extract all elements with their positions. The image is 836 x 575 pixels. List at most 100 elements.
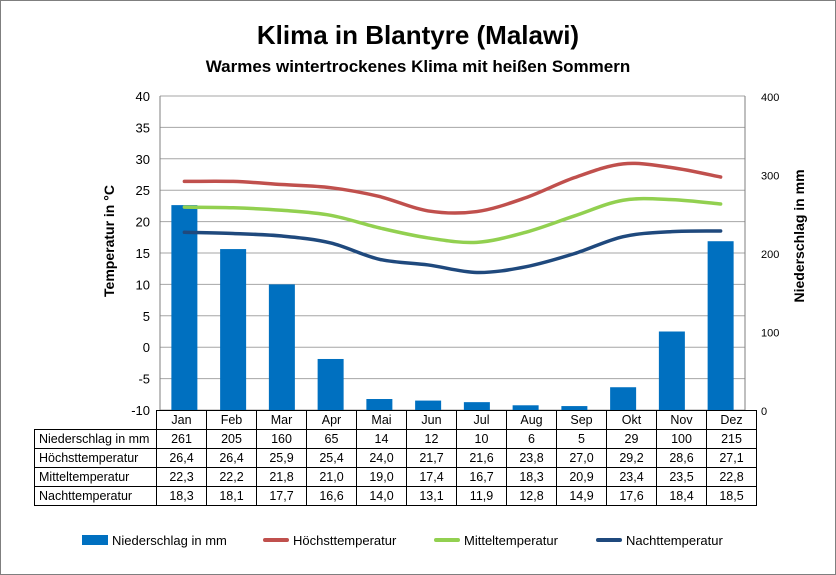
- table-cell: 16,6: [306, 486, 357, 506]
- table-cell: 24,0: [356, 448, 407, 468]
- y-axis-title-left: Temperatur in °C: [101, 185, 117, 297]
- y-tick-right: 100: [761, 328, 779, 340]
- table-row-mean: Mitteltemperatur 22,3 22,2 21,8 21,0 19,0 17,4…: [34, 467, 757, 487]
- table-cell: 22,2: [206, 467, 257, 487]
- table-cell: 17,7: [256, 486, 307, 506]
- y-tick-left: 15: [136, 246, 150, 261]
- table-cell: 23,8: [506, 448, 557, 468]
- legend-item-mean: Mitteltemperatur: [434, 531, 558, 549]
- table-cell: 22,8: [706, 467, 757, 487]
- bar-precip-jun: [415, 400, 442, 410]
- table-corner: [35, 411, 157, 430]
- legend-item-precip: Niederschlag in mm: [82, 531, 227, 549]
- legend: Niederschlag in mm Höchsttemperatur Mitt…: [0, 531, 836, 549]
- month-nov: Nov: [656, 410, 707, 430]
- month-dez: Dez: [706, 410, 757, 430]
- table-cell: 19,0: [356, 467, 407, 487]
- y-tick-right: 400: [761, 92, 779, 104]
- table-cell: 14,9: [556, 486, 607, 506]
- table-cell: 23,5: [656, 467, 707, 487]
- table-cell: 21,8: [256, 467, 307, 487]
- legend-label-mean: Mitteltemperatur: [464, 532, 558, 548]
- y-tick-left: 30: [136, 152, 150, 167]
- bar-precip-feb: [220, 249, 247, 410]
- table-cell: 26,4: [206, 448, 257, 468]
- grid-layer: [159, 95, 746, 411]
- table-cell: 18,4: [656, 486, 707, 506]
- tick-layer: 40 35 30 25 20 15 10 5 0 -5 -10 400 300 200 100 0: [131, 89, 779, 418]
- table-cell: 12: [406, 429, 457, 449]
- table-cell: 26,4: [156, 448, 207, 468]
- table-cell: 25,9: [256, 448, 307, 468]
- y-tick-left: 40: [136, 89, 150, 104]
- legend-label-max: Höchsttemperatur: [293, 532, 397, 548]
- bar-precip-sep: [561, 406, 588, 410]
- bar-precip-okt: [610, 387, 637, 410]
- table-cell: 21,0: [306, 467, 357, 487]
- table-cell: 5: [556, 429, 607, 449]
- legend-item-min: Nachttemperatur: [596, 531, 723, 549]
- y-tick-left: -10: [131, 403, 150, 418]
- legend-swatch-max: [263, 538, 289, 542]
- bar-precip-aug: [512, 405, 539, 410]
- month-sep: Sep: [556, 410, 607, 430]
- table-cell: 22,3: [156, 467, 207, 487]
- table-cell: 28,6: [656, 448, 707, 468]
- month-jan: Jan: [156, 410, 207, 430]
- table-cell: 100: [656, 429, 707, 449]
- table-cell: 18,3: [506, 467, 557, 487]
- table-cell: 27,0: [556, 448, 607, 468]
- table-cell: 12,8: [506, 486, 557, 506]
- table-cell: 25,4: [306, 448, 357, 468]
- bar-precip-mai: [366, 399, 393, 410]
- table-row-min: Nachttemperatur 18,3 18,1 17,7 16,6 14,0 13,1 1…: [34, 486, 757, 506]
- table-cell: 16,7: [456, 467, 507, 487]
- bar-precip-jan: [171, 205, 198, 410]
- y-tick-right: 300: [761, 171, 779, 183]
- month-aug: Aug: [506, 410, 557, 430]
- table-row-label: Nachttemperatur: [34, 486, 157, 506]
- month-apr: Apr: [306, 410, 357, 430]
- table-cell: 160: [256, 429, 307, 449]
- table-header-row: Jan Feb Mar Apr Mai Jun Jul Aug Sep Okt …: [35, 410, 757, 430]
- legend-swatch-min: [596, 538, 622, 542]
- table-cell: 29,2: [606, 448, 657, 468]
- y-tick-left: 20: [136, 215, 150, 230]
- table-cell: 205: [206, 429, 257, 449]
- table-cell: 14,0: [356, 486, 407, 506]
- line-max-temp: [182, 161, 723, 215]
- line-min-temp: [182, 229, 723, 275]
- y-tick-left: 35: [136, 120, 150, 135]
- table-cell: 18,3: [156, 486, 207, 506]
- bar-precip-nov: [658, 331, 685, 410]
- legend-swatch-precip: [82, 535, 108, 545]
- legend-item-max: Höchsttemperatur: [263, 531, 396, 549]
- month-jun: Jun: [406, 410, 457, 430]
- table-cell: 29: [606, 429, 657, 449]
- bar-precip-mar: [268, 284, 295, 410]
- y-tick-left: 25: [136, 183, 150, 198]
- month-mai: Mai: [356, 410, 407, 430]
- bar-layer: [171, 205, 734, 410]
- table-cell: 20,9: [556, 467, 607, 487]
- table-row-label: Niederschlag in mm: [34, 429, 157, 449]
- table-cell: 18,1: [206, 486, 257, 506]
- legend-swatch-mean: [434, 538, 460, 542]
- y-axis-title-right: Niederschlag in mm: [791, 169, 807, 302]
- table-row-max: Höchsttemperatur 26,4 26,4 25,9 25,4 24,0 21,7…: [34, 448, 757, 468]
- table-row-label: Höchsttemperatur: [34, 448, 157, 468]
- legend-label-min: Nachttemperatur: [626, 532, 723, 548]
- table-cell: 261: [156, 429, 207, 449]
- chart-title: Klima in Blantyre (Malawi): [256, 20, 580, 50]
- table-cell: 18,5: [706, 486, 757, 506]
- table-cell: 27,1: [706, 448, 757, 468]
- y-tick-right: 0: [761, 406, 767, 418]
- month-jul: Jul: [456, 410, 507, 430]
- table-cell: 14: [356, 429, 407, 449]
- line-layer: [182, 161, 723, 275]
- table-cell: 10: [456, 429, 507, 449]
- table-cell: 65: [306, 429, 357, 449]
- line-mean-temp: [182, 196, 723, 245]
- table-cell: 17,4: [406, 467, 457, 487]
